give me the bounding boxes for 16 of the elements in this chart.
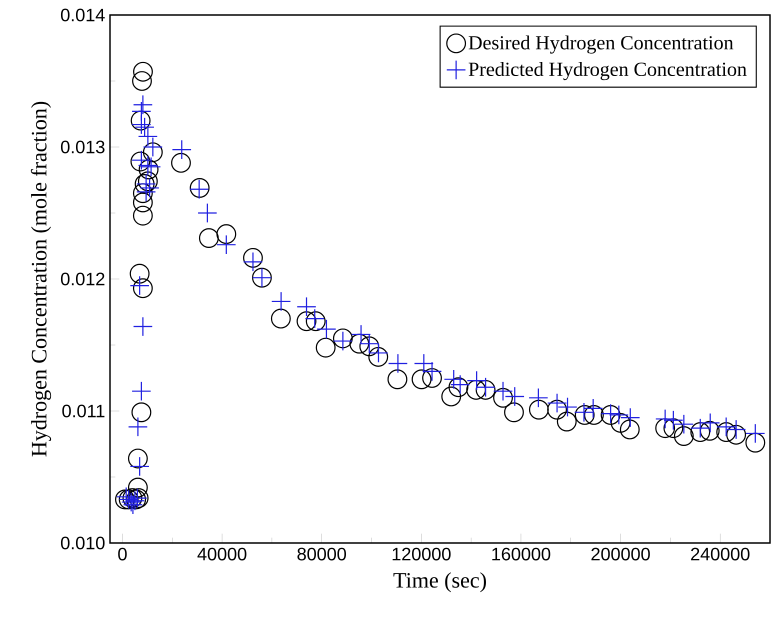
x-tick-label: 160000 [492,548,550,560]
x-axis-title: Time (sec) [393,572,486,592]
y-tick-label: 0.010 [60,536,105,550]
y-axis-title: Hydrogen Concentration (mole fraction) [30,102,52,456]
y-tick-label: 0.013 [60,140,104,154]
x-tick-label: 40000 [197,548,246,560]
y-tick-label: 0.012 [60,272,104,286]
legend-label: Desired Hydrogen Concentration [468,35,734,54]
x-tick-label: 120000 [392,548,451,560]
legend-label: Predicted Hydrogen Concentration [468,62,747,80]
y-tick-label: 0.014 [60,8,105,22]
x-tick-label: 200000 [591,548,650,560]
y-tick-label: 0.011 [62,404,104,418]
x-tick-label: 240000 [691,548,750,560]
x-tick-label: 0 [118,548,127,560]
x-tick-label: 80000 [297,548,346,560]
